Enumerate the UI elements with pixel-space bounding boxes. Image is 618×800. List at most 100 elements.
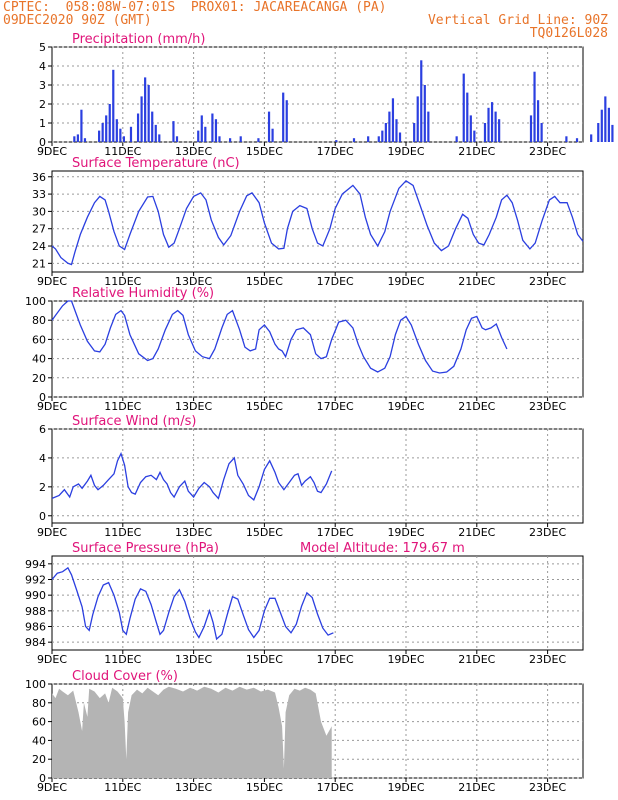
y-tick-label: 27 (32, 223, 46, 236)
precip-bar (420, 60, 423, 142)
x-tick-label: 17DEC (317, 653, 354, 666)
precip-bar (211, 113, 214, 142)
panel-frame (51, 300, 584, 398)
x-tick-label: 17DEC (317, 145, 354, 158)
x-tick-label: 21DEC (458, 653, 495, 666)
x-tick-label: 11DEC (104, 526, 141, 539)
y-tick-label: 21 (32, 257, 46, 270)
precip-bar (83, 138, 87, 142)
precip-bar (483, 123, 487, 142)
panel-frame (51, 555, 584, 651)
x-tick-label: 23DEC (529, 526, 566, 539)
y-tick-label: 24 (32, 240, 46, 253)
x-tick-label: 13DEC (175, 526, 212, 539)
precip-bar (533, 71, 536, 142)
y-tick-label: 6 (39, 423, 46, 436)
precip-bar (285, 100, 288, 142)
precip-bar (112, 69, 115, 142)
x-tick-label: 9DEC (37, 145, 67, 158)
y-tick-label: 0 (39, 391, 46, 404)
precip-bar (154, 124, 157, 142)
x-tick-label: 9DEC (37, 653, 67, 666)
precip-bar (391, 98, 395, 142)
precip-bar (76, 134, 79, 142)
precip-bar (487, 107, 490, 142)
y-tick-label: 5 (39, 41, 46, 54)
panel-title: Surface Pressure (hPa) (72, 541, 219, 556)
y-tick-label: 0 (39, 136, 46, 149)
precip-bar (575, 138, 579, 142)
x-tick-label: 9DEC (37, 400, 67, 413)
x-tick-label: 19DEC (387, 653, 424, 666)
precip-bar (377, 136, 380, 142)
x-tick-label: 17DEC (317, 400, 354, 413)
precip-bar (144, 77, 147, 142)
precip-bar (455, 136, 458, 142)
y-tick-label: 0 (39, 510, 46, 523)
precip-bar (239, 136, 242, 142)
precip-bar (197, 130, 200, 142)
x-tick-label: 11DEC (104, 781, 141, 794)
precip-bar (229, 138, 232, 142)
x-tick-label: 21DEC (458, 781, 495, 794)
y-tick-label: 30 (32, 205, 46, 218)
precip-bar (469, 115, 472, 142)
precip-bar (352, 138, 356, 142)
precip-bar (119, 128, 122, 142)
y-tick-label: 0 (39, 772, 46, 785)
x-tick-label: 21DEC (458, 275, 495, 288)
x-tick-label: 9DEC (37, 275, 67, 288)
x-tick-label: 19DEC (387, 781, 424, 794)
precip-bar (200, 115, 203, 142)
precip-bar (536, 100, 540, 142)
x-tick-label: 19DEC (387, 400, 424, 413)
precip-bar (257, 138, 260, 142)
x-tick-label: 19DEC (387, 145, 424, 158)
precip-bar (98, 130, 101, 142)
x-tick-label: 11DEC (104, 400, 141, 413)
panel-title: Precipitation (mm/h) (72, 32, 205, 47)
y-tick-label: 60 (32, 716, 46, 729)
y-tick-label: 33 (32, 188, 46, 201)
cloud-area (52, 686, 332, 778)
series-line (51, 300, 508, 374)
header-station: CPTEC: 058:08W-07:01S PROX01: JACAREACAN… (3, 0, 387, 15)
y-tick-label: 1 (39, 117, 46, 130)
precip-bar (423, 85, 426, 142)
precip-bar (607, 107, 610, 142)
x-tick-label: 17DEC (317, 526, 354, 539)
header-date: 09DEC2020 90Z (GMT) (3, 13, 152, 28)
series-line (51, 451, 333, 501)
panel-frame (51, 428, 584, 524)
panel-title: Surface Wind (m/s) (72, 414, 196, 429)
y-tick-label: 992 (25, 574, 46, 587)
x-tick-label: 15DEC (246, 781, 283, 794)
x-tick-label: 15DEC (246, 145, 283, 158)
precip-bar (218, 136, 221, 142)
precip-bar (105, 115, 108, 142)
precip-bar (413, 123, 416, 142)
x-tick-label: 19DEC (387, 526, 424, 539)
panel-subtitle: Model Altitude: 179.67 m (300, 541, 465, 556)
y-tick-label: 40 (32, 353, 46, 366)
precip-bar (565, 136, 568, 142)
precip-bar (490, 102, 494, 142)
precip-bar (129, 126, 133, 142)
precip-bar (271, 128, 274, 142)
y-tick-label: 80 (32, 697, 46, 710)
precip-bar (384, 123, 387, 142)
y-tick-label: 20 (32, 372, 46, 385)
y-tick-label: 2 (39, 98, 46, 111)
precip-bar (115, 119, 118, 142)
precip-bar (611, 124, 614, 142)
precip-bar (122, 136, 125, 142)
series-line (51, 179, 584, 266)
precip-bar (147, 85, 150, 142)
panel-frame (51, 170, 584, 273)
precip-bar (398, 132, 402, 142)
x-tick-label: 23DEC (529, 653, 566, 666)
precip-bar (175, 136, 179, 142)
panel-title: Surface Temperature (nC) (72, 156, 240, 171)
x-tick-label: 19DEC (387, 275, 424, 288)
